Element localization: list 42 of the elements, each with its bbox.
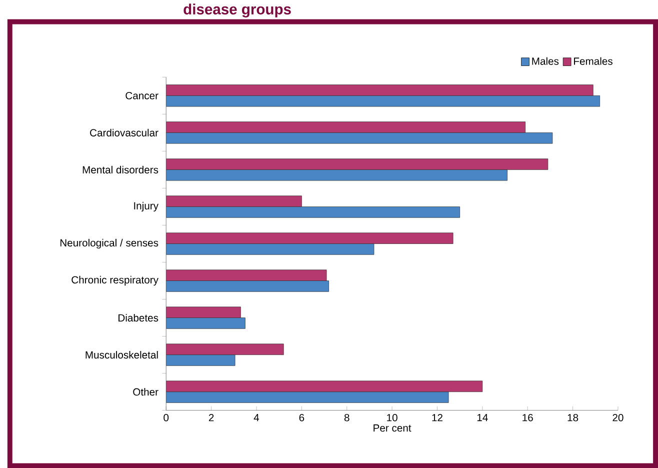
bar: [166, 95, 600, 107]
legend-label: Females: [574, 57, 612, 65]
y-tick-label: Musculoskeletal: [86, 350, 158, 359]
bar: [166, 243, 374, 255]
x-axis-title: Per cent: [374, 424, 412, 432]
bar: [166, 306, 241, 318]
bar: [166, 158, 548, 170]
y-tick-label: Cardiovascular: [90, 128, 158, 136]
x-tick-label: 6: [299, 414, 304, 422]
x-tick-label: 16: [522, 414, 533, 422]
y-tick-label: Mental disorders: [82, 166, 158, 174]
bar: [166, 169, 508, 181]
bar: [166, 392, 449, 403]
x-tick-label: 14: [477, 414, 488, 421]
x-tick-label: 10: [387, 414, 398, 422]
x-tick-label: 18: [568, 414, 578, 422]
bar: [166, 317, 246, 329]
bar: [166, 280, 329, 292]
chart-title: disease groups: [184, 4, 291, 18]
legend-label: Males: [532, 57, 559, 65]
bar: [166, 206, 460, 218]
x-tick-label: 12: [432, 414, 442, 422]
y-tick-label: Cancer: [126, 92, 158, 100]
bar: [166, 380, 483, 392]
bar: [166, 196, 302, 207]
x-tick-label: 0: [164, 414, 169, 422]
bar: [166, 270, 327, 281]
x-tick-label: 8: [344, 414, 350, 422]
y-tick-label: Other: [133, 388, 158, 396]
y-tick-label: Injury: [134, 202, 158, 212]
x-tick-label: 4: [254, 414, 260, 421]
bar: [166, 122, 526, 133]
bar: [166, 232, 454, 244]
y-tick-label: Chronic respiratory: [72, 276, 158, 286]
bar: [166, 132, 553, 144]
x-tick-label: 2: [208, 414, 214, 422]
bar: [166, 344, 284, 355]
y-tick-label: Diabetes: [118, 314, 158, 322]
bar: [166, 354, 236, 366]
y-tick-label: Neurological / senses: [60, 238, 158, 248]
bar: [166, 84, 594, 96]
x-tick-label: 20: [612, 414, 624, 422]
